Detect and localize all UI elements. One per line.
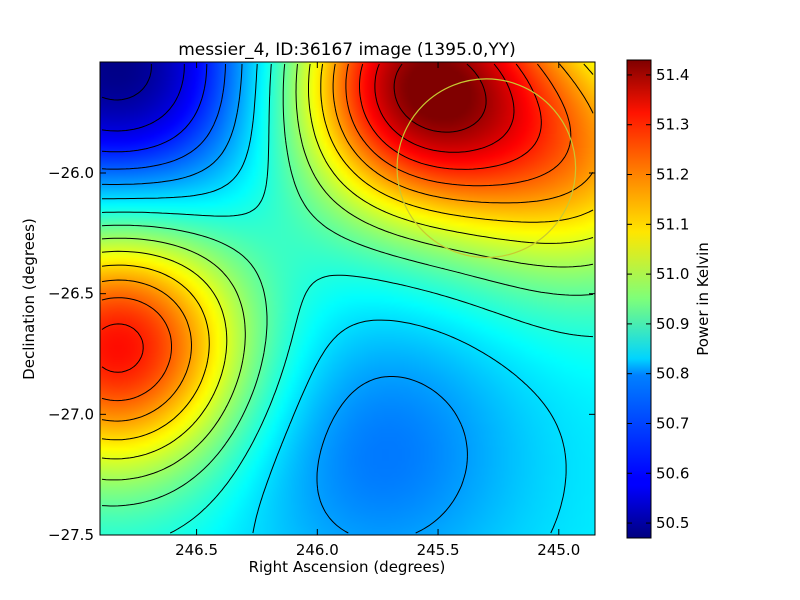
colorbar-tick-label: 51.4 [656, 66, 689, 84]
plot-frame [99, 61, 596, 536]
colorbar-tick-label: 51.2 [656, 166, 689, 184]
colorbar-gradient [627, 60, 651, 538]
y-tick-label: −27.5 [48, 526, 94, 544]
y-tick-label: −27.0 [48, 405, 94, 423]
colorbar-tick-label: 50.5 [656, 514, 689, 532]
contour-line [101, 63, 594, 507]
contour-line [101, 63, 208, 153]
colorbar-tick-label: 50.7 [656, 414, 689, 432]
colorbar-label: Power in Kelvin [694, 242, 712, 356]
y-tick-label: −26.5 [48, 285, 94, 303]
colorbar: 50.5 50.6 50.7 50.8 50.9 51.0 51.1 51.2 51.3 51.4… [626, 59, 712, 539]
x-tick-label: 246.5 [175, 541, 218, 559]
colorbar-tick-label: 51.1 [656, 215, 689, 233]
contour-line [101, 63, 567, 534]
y-tick-label: −26.0 [48, 164, 94, 182]
colorbar-tick-label: 51.0 [656, 265, 689, 283]
contour-line [101, 64, 185, 132]
source-circle-marker [396, 78, 577, 259]
contour-line [101, 63, 226, 170]
contour-line [102, 63, 468, 534]
heatmap-layer [100, 62, 595, 535]
colorbar-axis: 50.5 50.6 50.7 50.8 50.9 51.0 51.1 51.2 51.3 51.4 [627, 66, 689, 532]
colorbar-tick-label: 50.9 [656, 315, 689, 333]
contour-line [374, 63, 515, 153]
contour-line [101, 63, 594, 481]
y-axis-label: Declination (degrees) [20, 218, 38, 380]
colorbar-tick-label: 51.3 [656, 116, 689, 134]
contour-line [101, 63, 594, 441]
contour-lines [101, 63, 594, 534]
contour-line [101, 63, 594, 422]
colorbar-tick-label: 50.6 [656, 464, 689, 482]
x-tick-label: 245.0 [537, 541, 580, 559]
y-axis: −26.0 −26.5 −27.0 −27.5 [48, 164, 595, 544]
x-axis-label: Right Ascension (degrees) [249, 558, 446, 576]
plot-area: 246.5 246.0 245.5 245.0 −26.0 −26.5 −27.0 −27.… [48, 61, 596, 559]
contour-line [101, 63, 594, 460]
contour-line [101, 63, 572, 402]
contour-line [393, 63, 487, 133]
x-tick-label: 245.5 [417, 541, 460, 559]
contour-line [101, 63, 593, 534]
colorbar-frame [626, 59, 652, 539]
x-axis: 246.5 246.0 245.5 245.0 [175, 62, 580, 559]
x-tick-label: 246.0 [296, 541, 339, 559]
contour-line [101, 64, 152, 101]
contour-line [101, 63, 542, 373]
colorbar-tick-label: 50.8 [656, 365, 689, 383]
chart-title: messier_4, ID:36167 image (1395.0,YY) [178, 40, 516, 60]
